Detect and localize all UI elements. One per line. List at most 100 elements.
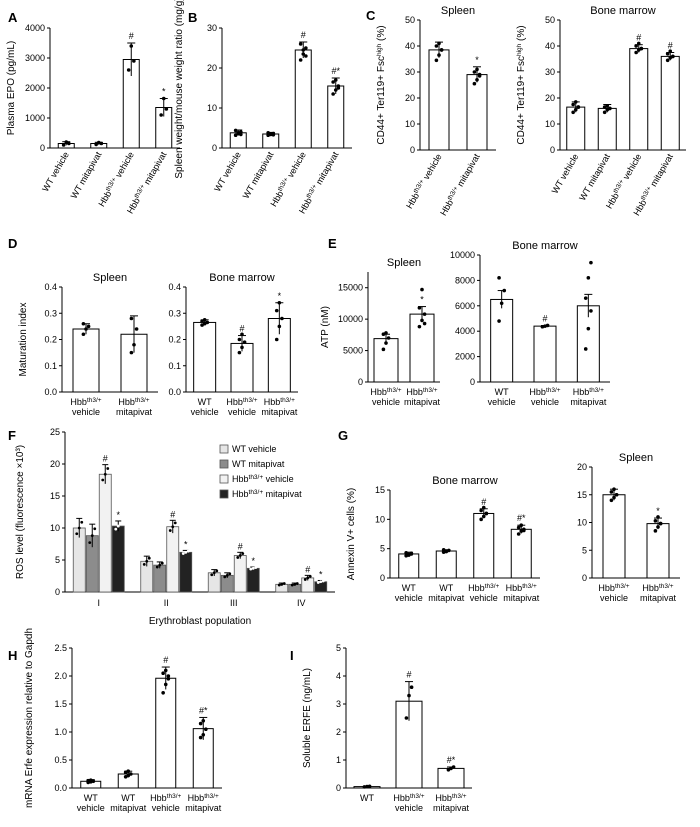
y-axis-label: Maturation index — [18, 303, 29, 377]
data-point — [420, 318, 424, 323]
y-tick-label: 5 — [55, 555, 60, 565]
category-label: Hbbth3/+ — [506, 583, 537, 594]
bar-iii-s3 — [246, 567, 260, 593]
data-point — [477, 72, 482, 77]
data-point — [198, 721, 203, 726]
y-tick-label: 15 — [375, 485, 385, 495]
data-point — [308, 574, 312, 578]
significance-mark: # — [301, 30, 306, 40]
legend-swatch — [219, 444, 229, 454]
data-point — [129, 44, 134, 48]
y-tick-label: 3 — [336, 699, 341, 709]
data-point — [417, 306, 422, 310]
data-point — [212, 571, 216, 575]
panel-label: A — [8, 10, 18, 25]
category-label: vehicle — [488, 397, 516, 407]
y-tick-label: 2.5 — [54, 643, 67, 653]
data-point — [499, 301, 504, 306]
data-point — [519, 523, 524, 527]
data-point — [168, 529, 172, 532]
category-label: Hbbth3/+ — [406, 387, 437, 398]
significance-mark: * — [184, 539, 188, 549]
category-label: Hbbth3/+ — [118, 397, 149, 408]
category-label: WT — [360, 793, 374, 803]
panel-title: Bone marrow — [512, 240, 577, 252]
y-tick-label: 1.5 — [54, 699, 67, 709]
data-point — [609, 498, 614, 503]
data-point — [114, 527, 118, 531]
bar-ii-s2 — [166, 526, 180, 593]
data-point — [236, 556, 240, 559]
data-point — [202, 318, 207, 322]
data-point — [240, 332, 244, 337]
bar-ii-s3 — [179, 551, 193, 593]
data-point — [516, 525, 521, 530]
data-point — [407, 693, 411, 698]
significance-mark: #* — [447, 755, 456, 765]
data-point — [612, 495, 616, 500]
category-label: mitapivat — [261, 407, 298, 417]
significance-mark: * — [162, 87, 166, 97]
y-tick-label: 20 — [50, 459, 60, 469]
data-point — [336, 86, 341, 90]
y-tick-label: 2000 — [455, 352, 475, 362]
data-point — [61, 143, 66, 147]
data-point — [201, 719, 206, 723]
data-point — [437, 41, 441, 46]
data-point — [295, 582, 299, 585]
data-point — [161, 671, 165, 675]
y-tick-label: 4000 — [25, 23, 45, 33]
bar-hbb-th3-vehicle — [72, 328, 100, 393]
data-point — [639, 46, 644, 51]
y-axis-label: ATP (nM) — [320, 306, 331, 348]
bar-hbb-th3-mitapivat — [646, 523, 670, 579]
category-label: WT vehicle — [40, 150, 71, 193]
chart-b: 0 10 20 30 Spleen weight/mouse weight ratio … — [174, 0, 352, 215]
data-point — [251, 566, 255, 570]
panel-title: Spleen — [619, 452, 653, 464]
y-tick-label: 1 — [336, 755, 341, 765]
data-point — [437, 53, 441, 57]
data-point — [81, 321, 86, 326]
category-label: WT mitapivat — [241, 150, 276, 201]
data-point — [333, 88, 338, 92]
y-tick-label: 0.0 — [54, 783, 67, 793]
category-label: vehicle — [191, 407, 219, 417]
category-label: Hbbth3/+ — [529, 387, 560, 398]
data-point — [304, 46, 308, 50]
y-tick-label: 0.3 — [168, 308, 181, 318]
y-tick-label: 15 — [577, 490, 587, 500]
data-point — [301, 48, 306, 52]
data-point — [210, 573, 214, 577]
data-point — [614, 492, 619, 497]
data-point — [365, 784, 369, 789]
data-point — [481, 514, 486, 519]
category-label: Hbbth3/+ — [188, 793, 219, 804]
data-point — [653, 519, 658, 523]
data-point — [290, 583, 294, 587]
significance-mark: # — [636, 33, 641, 43]
y-tick-label: 0 — [550, 145, 555, 155]
significance-mark: # — [406, 670, 411, 680]
data-point — [145, 559, 149, 563]
category-label: WT vehicle — [212, 150, 243, 193]
bar-hbb-th3-mitapivat — [466, 74, 488, 151]
y-tick-label: 0 — [40, 143, 45, 153]
data-point — [198, 735, 203, 740]
data-point — [277, 583, 281, 587]
data-point — [237, 337, 242, 342]
data-point — [502, 288, 507, 293]
data-point — [522, 528, 526, 533]
bar-hbb-th3-vehicle — [533, 325, 557, 383]
data-point — [233, 128, 238, 133]
data-point — [90, 534, 94, 538]
y-tick-label: 2000 — [25, 83, 45, 93]
significance-mark: * — [319, 569, 323, 579]
y-axis-label: ROS level (fluorescence ×10³) — [15, 445, 26, 579]
bar-hbb-th3-vehicle — [602, 494, 626, 579]
significance-mark: * — [420, 295, 424, 305]
y-tick-label: 5 — [336, 643, 341, 653]
bar-hbb-th3-vehicle — [155, 677, 177, 789]
significance-mark: # — [481, 497, 486, 507]
